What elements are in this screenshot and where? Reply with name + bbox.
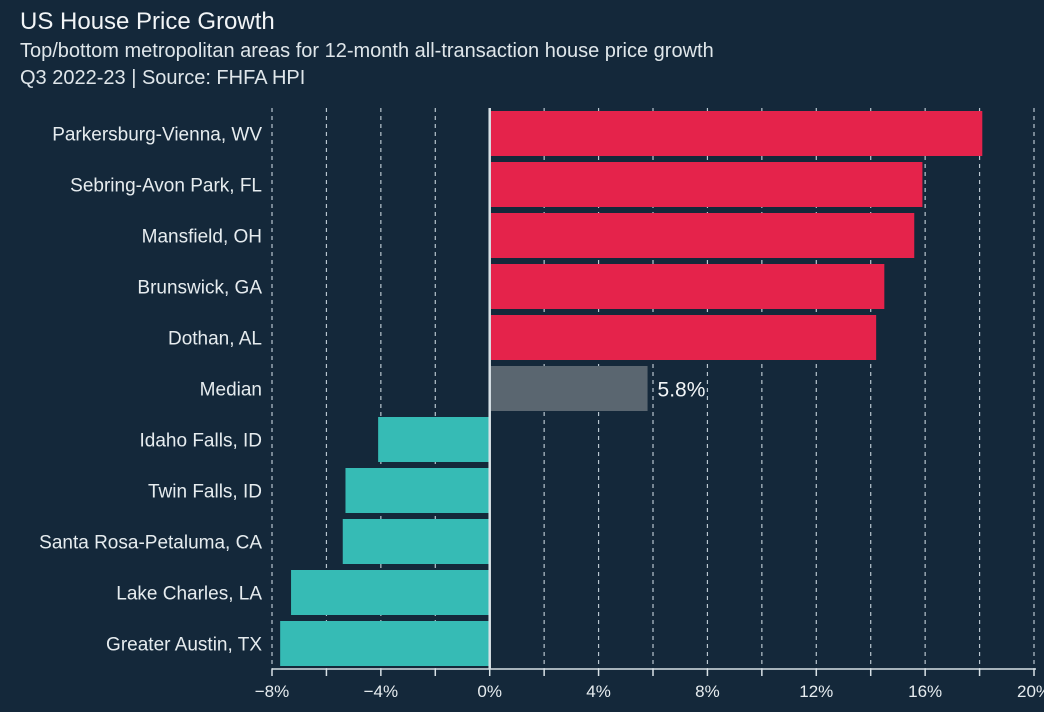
bars: [280, 111, 983, 666]
median-value-label: 5.8%: [658, 379, 706, 402]
category-label: Lake Charles, LA: [116, 584, 262, 605]
category-label: Parkersburg-Vienna, WV: [52, 125, 262, 146]
bar-bottom: [291, 570, 490, 615]
x-tick-label: −4%: [364, 682, 399, 701]
bar-bottom: [280, 621, 490, 666]
x-tick-label: 8%: [695, 682, 720, 701]
chart-title: US House Price Growth: [20, 8, 275, 35]
bar-top: [489, 315, 877, 360]
axes: [271, 108, 1036, 676]
x-tick-label: 0%: [477, 682, 502, 701]
category-label: Santa Rosa-Petaluma, CA: [39, 533, 262, 554]
chart-header: US House Price Growth Top/bottom metropo…: [20, 6, 714, 92]
bar-bottom: [378, 417, 490, 462]
x-tick-label: −8%: [255, 682, 290, 701]
x-tick-label: 16%: [908, 682, 942, 701]
category-label: Greater Austin, TX: [106, 635, 262, 656]
bar-bottom: [342, 519, 490, 564]
bar-top: [489, 264, 885, 309]
bar-median: [489, 366, 648, 411]
category-label: Sebring-Avon Park, FL: [70, 176, 262, 197]
labels: Parkersburg-Vienna, WV Sebring-Avon Park,…: [39, 125, 1044, 702]
category-label: Mansfield, OH: [142, 227, 262, 248]
bar-top: [489, 111, 983, 156]
x-tick-label: 20%: [1017, 682, 1044, 701]
bar-bottom: [345, 468, 490, 513]
category-label: Idaho Falls, ID: [140, 431, 263, 452]
bar-top: [489, 213, 915, 258]
category-label: Brunswick, GA: [137, 278, 262, 299]
bar-top: [489, 162, 923, 207]
chart-subtitle: Top/bottom metropolitan areas for 12-mon…: [20, 40, 714, 62]
x-tick-label: 12%: [799, 682, 833, 701]
category-label: Twin Falls, ID: [148, 482, 262, 503]
x-tick-label: 4%: [586, 682, 611, 701]
category-label: Median: [200, 380, 262, 401]
chart-source: Q3 2022-23 | Source: FHFA HPI: [20, 67, 306, 89]
category-label: Dothan, AL: [168, 329, 262, 350]
